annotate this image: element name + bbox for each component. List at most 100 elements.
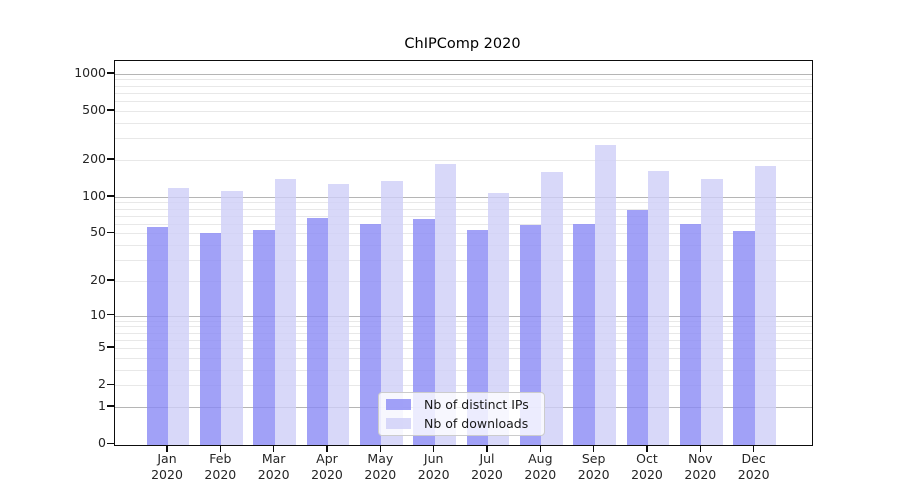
bar-downloads-feb [221,190,243,445]
gridline-minor [115,385,812,387]
gridline-minor [115,339,812,341]
gridline-minor [115,326,812,328]
y-tick-mark [107,158,114,160]
x-tick-month: Nov [688,451,713,466]
x-tick-year: 2020 [364,466,397,482]
bar-ips-may [360,223,382,445]
x-tick-mark [432,445,435,452]
y-tick-label: 20 [90,272,106,288]
gridline-minor [115,101,812,103]
y-tick-label: 100 [82,187,106,203]
gridline-minor [115,122,812,124]
x-tick-year: 2020 [417,466,450,482]
gridline-minor [115,320,812,322]
x-tick-mark [752,445,755,452]
x-tick-month: Sep [581,451,606,466]
x-tick-month: Oct [636,451,658,466]
bar-ips-oct [626,209,648,445]
bar-downloads-jul [487,192,510,445]
legend-label-downloads: Nb of downloads [424,416,529,431]
y-tick-label: 1000 [74,64,106,80]
gridline-minor [115,332,812,334]
bar-downloads-may [381,180,403,445]
y-tick-mark [107,383,114,386]
gridline-minor [115,138,812,140]
x-tick-year: 2020 [631,466,663,482]
x-tick-mark [539,445,542,452]
x-tick-label: Oct 2020 [619,451,675,482]
legend-swatch-downloads [386,418,411,429]
bar-ips-jul [466,230,488,445]
bar-downloads-dec [754,165,776,445]
bar-ips-feb [200,233,222,445]
bar-ips-apr [306,218,328,445]
bar-downloads-aug [541,172,563,445]
x-tick-year: 2020 [257,466,290,482]
x-tick-label: Nov 2020 [672,451,728,482]
x-tick-month: Jan [157,451,177,466]
y-tick-mark [107,195,114,197]
gridline-minor [115,245,812,247]
bar-downloads-jun [434,163,456,445]
x-tick-year: 2020 [577,466,610,482]
y-tick-label: 500 [82,101,106,117]
x-tick-mark [646,445,648,452]
bar-ips-jan [146,226,168,445]
gridline-major [115,315,812,317]
x-tick-month: Dec [741,451,766,466]
x-tick-mark [272,445,275,452]
bar-downloads-nov [701,178,723,445]
x-tick-mark [592,445,595,452]
x-tick-year: 2020 [524,466,557,482]
legend-item-distinct-ips: Nb of distinct IPs [379,397,544,413]
x-tick-label: May 2020 [352,451,408,482]
gridline-major [115,196,812,198]
x-tick-label: Feb 2020 [192,451,248,482]
y-tick-mark [107,279,114,281]
y-tick-label: 0 [98,435,106,451]
gridline-minor [115,215,812,217]
gridline-minor [115,223,812,225]
x-tick-year: 2020 [684,466,717,482]
bar-downloads-sep [594,144,616,445]
x-tick-label: Jun 2020 [406,451,462,482]
legend-item-downloads: Nb of downloads [379,416,544,432]
gridline-minor [115,79,812,81]
x-tick-month: Aug [528,451,553,466]
x-tick-label: Dec 2020 [726,451,782,482]
y-tick-mark [107,405,114,407]
x-tick-year: 2020 [311,466,343,482]
x-tick-month: Feb [209,451,232,466]
gridline-minor [115,233,812,235]
y-tick-mark [107,313,114,316]
bar-ips-mar [253,230,275,445]
legend-swatch-ips [386,399,411,410]
x-tick-label: Sep 2020 [566,451,622,482]
bar-ips-nov [680,223,702,445]
gridline-major [115,73,812,75]
x-tick-label: Aug 2020 [512,451,568,482]
gridline-minor [115,202,812,204]
gridline-minor [115,357,812,359]
x-tick-label: Jul 2020 [459,451,515,482]
y-tick-label: 2 [98,376,106,392]
x-tick-mark [699,445,702,452]
bar-ips-aug [520,224,542,445]
bar-ips-sep [573,223,595,445]
y-tick-mark [107,346,114,348]
gridline-minor [115,92,812,94]
gridline-minor [115,281,812,283]
legend-label-distinct-ips: Nb of distinct IPs [424,397,529,412]
gridline-minor [115,159,812,161]
x-tick-mark [326,445,328,452]
y-tick-label: 200 [82,150,106,166]
gridline-minor [115,110,812,112]
y-tick-label: 50 [90,224,106,240]
y-tick-label: 1 [98,398,106,414]
x-tick-year: 2020 [471,466,503,482]
gridline-minor [115,260,812,262]
bar-downloads-mar [274,178,296,445]
x-tick-month: Jun [423,451,444,466]
x-tick-label: Mar 2020 [246,451,302,482]
